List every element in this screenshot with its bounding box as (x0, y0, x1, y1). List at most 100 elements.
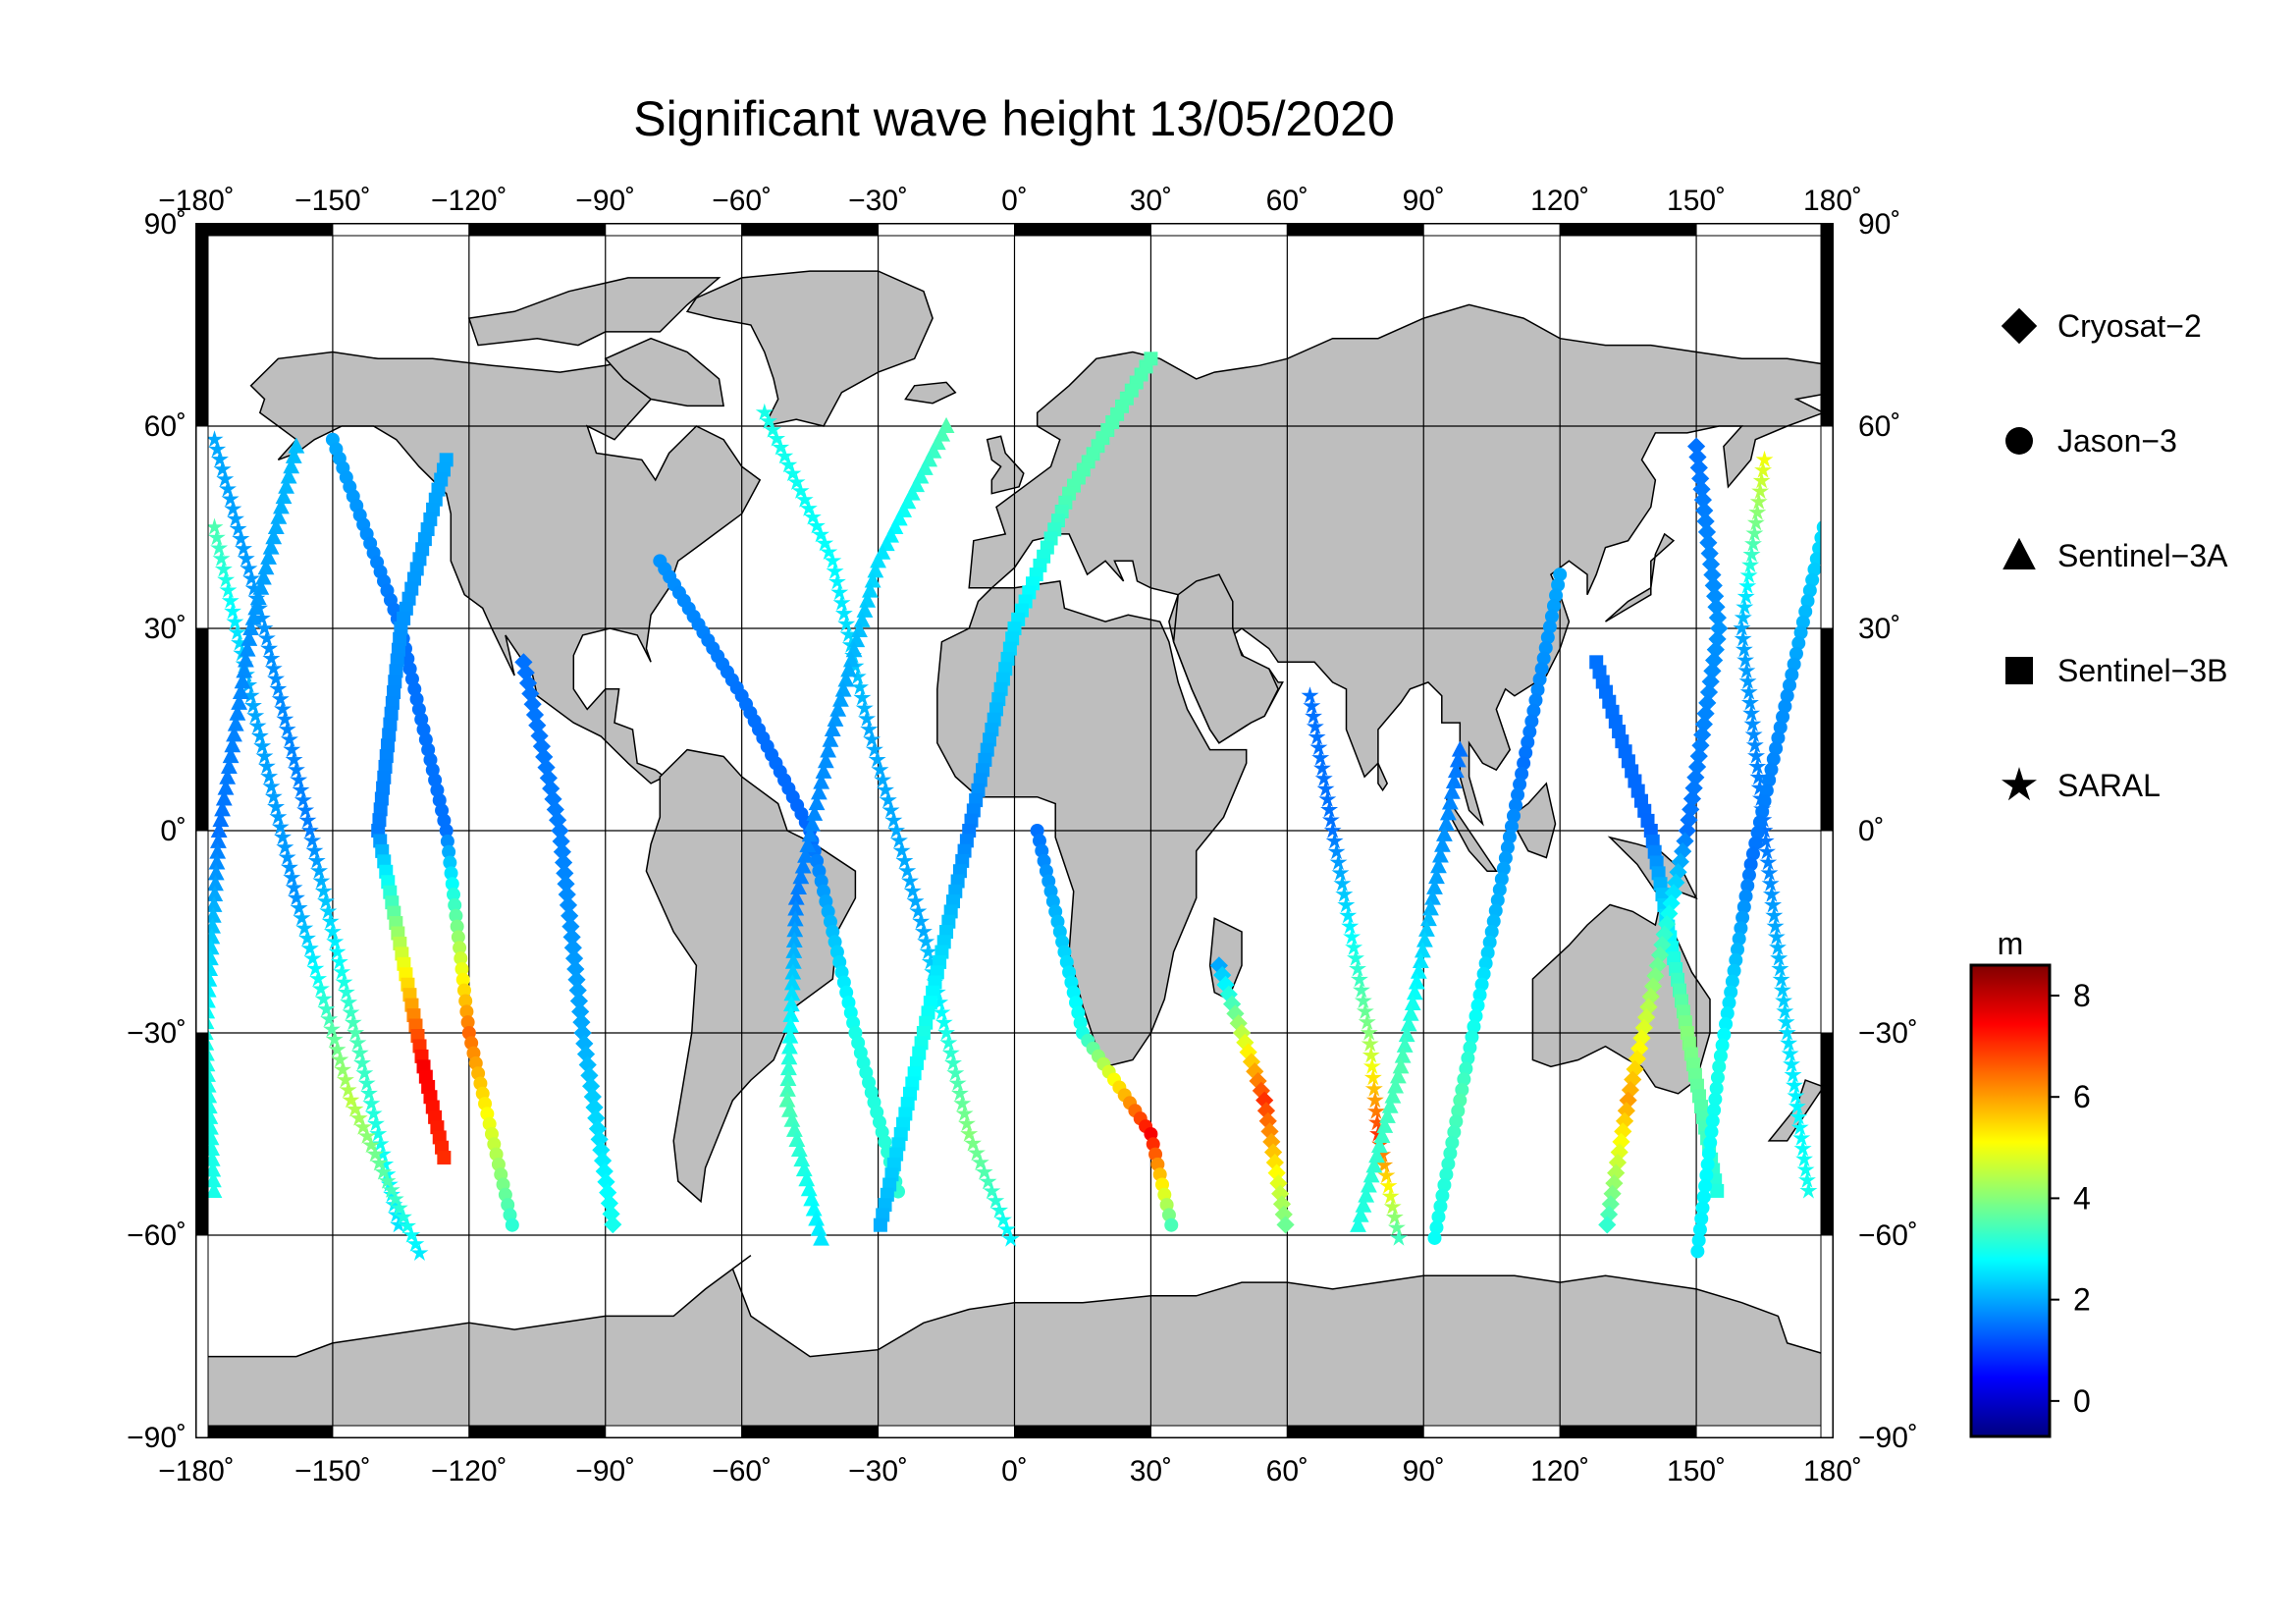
track-marker (204, 1161, 222, 1177)
frame-segment (1695, 1425, 1834, 1438)
track-marker (1436, 825, 1453, 841)
track-marker (1387, 1218, 1406, 1236)
track-marker (1331, 863, 1350, 881)
frame-segment (195, 830, 209, 1034)
track-marker (571, 1002, 590, 1021)
track-marker (376, 1155, 395, 1172)
track-marker (1455, 1082, 1469, 1097)
track-marker (280, 467, 297, 484)
track-marker (1700, 544, 1719, 563)
track-marker (1366, 1102, 1385, 1119)
track-marker (226, 726, 242, 742)
track-marker (386, 1189, 404, 1207)
track-marker (1649, 855, 1664, 870)
track-marker (1748, 503, 1767, 520)
track-marker (360, 1084, 378, 1102)
track-marker (1447, 1125, 1462, 1140)
track-marker (1265, 1153, 1284, 1172)
lat-tick-label-right: 30˚ (1858, 613, 1900, 645)
track-marker (1468, 1008, 1483, 1023)
lon-tick-label-top: 90˚ (1403, 185, 1445, 217)
track-marker (1805, 572, 1820, 587)
track-marker (1776, 1001, 1794, 1019)
track-marker (1795, 1150, 1813, 1167)
lon-tick-label-bottom: −30˚ (848, 1455, 908, 1488)
track-marker (597, 1172, 615, 1191)
track-marker (1749, 492, 1768, 510)
track-marker (889, 831, 908, 848)
track-marker (275, 488, 293, 505)
track-marker (1262, 1132, 1281, 1152)
track-marker (950, 1084, 969, 1102)
track-marker (1780, 1034, 1798, 1052)
track-marker (1453, 1093, 1468, 1108)
track-marker (1488, 903, 1503, 918)
track-marker (1762, 885, 1781, 902)
track-marker (874, 771, 892, 788)
track-marker (1647, 844, 1662, 859)
track-marker (1534, 662, 1549, 676)
track-marker (1764, 895, 1783, 913)
track-marker (451, 930, 465, 945)
track-marker (262, 538, 280, 555)
map-plot-area: −180˚ −180˚ −150˚ −150˚ −120˚ −120˚ −90˚ −90˚ −6… (127, 185, 1918, 1488)
track-marker (382, 1180, 400, 1198)
track-marker (1691, 469, 1710, 488)
track-marker (1329, 853, 1348, 871)
track-marker (348, 1033, 367, 1051)
track-marker (437, 1151, 452, 1165)
track-marker (868, 750, 886, 768)
track-marker (1308, 728, 1326, 745)
track-marker (1470, 999, 1485, 1013)
track-marker (1772, 970, 1790, 988)
lat-tick-label-right: −60˚ (1858, 1219, 1918, 1252)
track-marker (443, 855, 457, 870)
track-marker (213, 460, 232, 477)
track-marker (1316, 780, 1335, 797)
track-marker (997, 1219, 1016, 1237)
track-marker (937, 1023, 955, 1041)
lon-tick-label-top: −30˚ (848, 185, 908, 217)
track-marker (898, 861, 917, 879)
track-marker (867, 562, 884, 578)
track-marker (772, 438, 790, 456)
track-marker (241, 686, 260, 704)
track-marker (1685, 1057, 1700, 1072)
track-marker (1795, 615, 1810, 629)
track-marker (1490, 893, 1505, 907)
track-marker (1412, 951, 1429, 969)
track-marker (1727, 963, 1741, 978)
track-marker (1513, 777, 1527, 791)
track-marker (235, 539, 252, 557)
track-marker (834, 604, 853, 622)
track-marker (298, 929, 316, 947)
track-marker (552, 832, 570, 850)
track-18 (1690, 520, 1831, 1259)
track-marker (389, 664, 403, 678)
track-marker (567, 970, 586, 989)
track-marker (1390, 1228, 1408, 1246)
track-marker (1517, 756, 1531, 771)
track-9 (1030, 824, 1179, 1232)
track-marker (568, 981, 587, 1000)
track-marker (799, 499, 818, 516)
track-marker (784, 963, 802, 980)
track-marker (1420, 910, 1437, 927)
track-marker (253, 736, 272, 754)
track-marker (222, 747, 240, 764)
colorbar-tick-label: 0 (2073, 1383, 2091, 1419)
track-marker (366, 1114, 385, 1132)
track-marker (1653, 877, 1668, 892)
track-marker (1722, 996, 1736, 1010)
track-marker (1699, 1167, 1714, 1182)
track-marker (1394, 1047, 1412, 1063)
track-marker (572, 1013, 591, 1032)
lat-tick-label-left: 60˚ (144, 410, 187, 443)
track-marker (563, 939, 582, 957)
track-marker (362, 1094, 381, 1111)
track-marker (323, 922, 342, 940)
lat-tick-label-right: −30˚ (1858, 1017, 1918, 1050)
track-marker (1424, 889, 1441, 905)
track-marker (1427, 1230, 1442, 1245)
track-marker (456, 983, 471, 998)
